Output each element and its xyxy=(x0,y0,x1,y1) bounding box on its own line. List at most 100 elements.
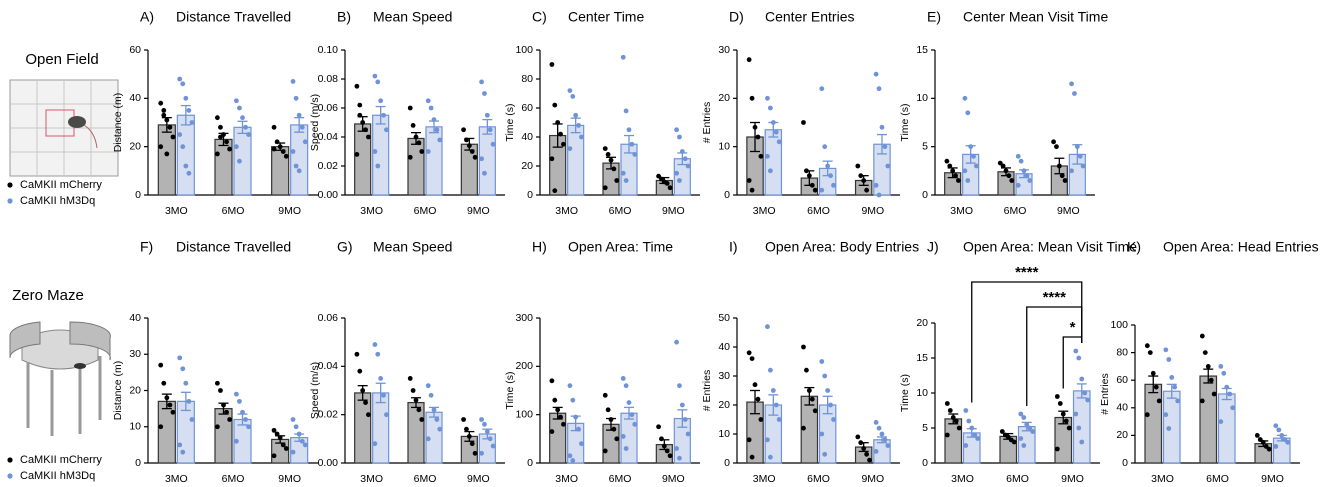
data-point xyxy=(189,417,195,422)
data-point xyxy=(381,392,386,398)
y-axis-label: Time (s) xyxy=(899,374,911,412)
error-bar xyxy=(237,120,248,135)
legend-marker xyxy=(7,457,13,463)
data-point xyxy=(965,110,971,116)
legend-marker xyxy=(7,182,13,188)
data-point xyxy=(876,425,882,431)
data-point xyxy=(749,187,755,193)
data-point xyxy=(164,151,170,157)
y-tick-label: 40 xyxy=(521,131,533,143)
data-point xyxy=(573,112,579,118)
bar xyxy=(214,408,233,464)
y-tick-label: 0.06 xyxy=(318,312,339,324)
x-tick-label: 9MO xyxy=(1061,473,1084,485)
data-point xyxy=(882,144,888,150)
data-point xyxy=(416,140,422,146)
error-bar xyxy=(482,118,493,135)
data-point xyxy=(177,442,183,448)
data-point xyxy=(214,115,220,121)
data-point xyxy=(274,139,280,145)
data-point xyxy=(664,181,670,186)
bar xyxy=(460,143,478,196)
bar xyxy=(354,392,372,464)
data-point xyxy=(372,73,378,79)
data-point xyxy=(1077,153,1083,159)
data-point xyxy=(375,163,381,169)
y-axis-label: Time (s) xyxy=(504,103,516,141)
data-point xyxy=(773,402,779,408)
data-point xyxy=(233,144,239,150)
x-tick-label: 3MO xyxy=(165,473,188,485)
x-tick-label: 9MO xyxy=(662,205,685,217)
x-tick-label: 6MO xyxy=(1006,473,1029,485)
panel-label: D) xyxy=(729,9,744,25)
data-point xyxy=(567,88,573,93)
data-point xyxy=(773,129,779,135)
x-tick-label: 6MO xyxy=(222,473,245,485)
error-bar xyxy=(768,394,779,416)
y-tick-label: 10 xyxy=(916,387,928,399)
significance-label: * xyxy=(1070,319,1076,336)
y-tick-label: 10 xyxy=(916,92,928,104)
error-bar xyxy=(375,382,386,404)
data-point xyxy=(170,409,176,415)
y-tick-label: 15 xyxy=(916,44,928,56)
x-tick-label: 6MO xyxy=(609,205,632,217)
data-point xyxy=(487,436,493,442)
data-point xyxy=(1000,163,1006,169)
error-bar xyxy=(1166,383,1177,399)
data-point xyxy=(293,163,299,169)
y-tick-label: 5 xyxy=(922,140,928,152)
data-point xyxy=(1163,412,1169,418)
data-point xyxy=(969,425,975,431)
y-axis-label: Speed (m/s) xyxy=(309,362,321,419)
error-bar xyxy=(750,389,761,415)
data-point xyxy=(479,417,484,422)
data-point xyxy=(224,409,229,415)
bar xyxy=(372,114,390,196)
panel-title: Mean Speed xyxy=(373,239,452,255)
data-point xyxy=(461,127,466,133)
y-tick-label: 0 xyxy=(922,457,928,469)
data-point xyxy=(858,173,864,179)
y-tick-label: 0.00 xyxy=(318,457,339,469)
data-point xyxy=(629,412,635,418)
data-point xyxy=(682,417,688,422)
data-point xyxy=(1266,446,1272,452)
data-point xyxy=(801,344,806,350)
data-point xyxy=(950,415,956,420)
data-point xyxy=(186,398,192,404)
data-point xyxy=(885,163,891,169)
data-point xyxy=(384,127,389,133)
data-point xyxy=(776,417,782,422)
data-point xyxy=(685,163,691,169)
data-point xyxy=(828,173,833,179)
y-tick-label: 40 xyxy=(129,92,141,104)
data-point xyxy=(1205,364,1211,369)
data-point xyxy=(1066,425,1072,431)
bar xyxy=(233,126,252,196)
x-tick-label: 6MO xyxy=(414,205,437,217)
error-bar xyxy=(375,105,386,125)
data-point xyxy=(555,407,561,413)
y-tick-label: 80 xyxy=(1116,346,1128,358)
data-point xyxy=(867,457,872,463)
data-point xyxy=(1015,153,1021,159)
data-point xyxy=(659,436,664,442)
bar xyxy=(944,418,963,464)
x-tick-label: 3MO xyxy=(1151,473,1174,485)
y-tick-label: 15 xyxy=(916,352,928,364)
x-tick-label: 6MO xyxy=(1004,205,1027,217)
data-point xyxy=(357,102,363,108)
data-point xyxy=(677,178,682,183)
panel-title: Distance Travelled xyxy=(176,239,291,255)
data-point xyxy=(237,105,242,111)
data-point xyxy=(189,120,195,125)
panel-label: E) xyxy=(927,9,941,25)
bar xyxy=(1217,393,1236,464)
data-point xyxy=(381,112,386,118)
data-point xyxy=(302,442,308,448)
y-tick-label: 100 xyxy=(1110,319,1128,331)
data-point xyxy=(801,425,806,431)
data-point xyxy=(271,124,277,130)
